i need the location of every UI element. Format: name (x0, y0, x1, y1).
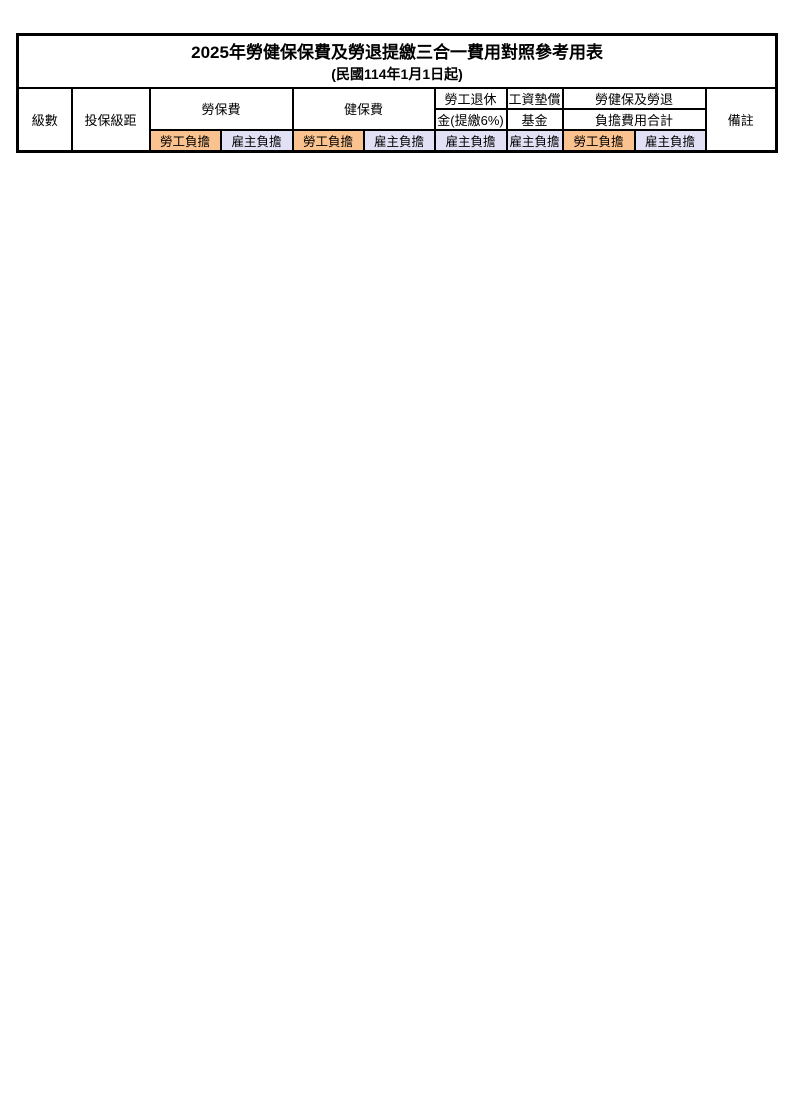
col-header-total-line2: 負擔費用合計 (561, 107, 707, 131)
title-cell: 2025年勞健保保費及勞退提繳三合一費用對照參考用表 (民國114年1月1日起) (16, 33, 778, 89)
col-header-health-insurance: 健保費 (291, 86, 436, 131)
col-header-pension-line1: 勞工退休 (433, 86, 508, 110)
fee-table: 2025年勞健保保費及勞退提繳三合一費用對照參考用表 (民國114年1月1日起)… (16, 33, 779, 153)
col-header-remark: 備註 (704, 86, 778, 152)
subheader-health-employer: 雇主負擔 (362, 128, 436, 152)
header-row-2: 金(提繳6%) 基金 負擔費用合計 (18, 107, 777, 131)
title-row: 2025年勞健保保費及勞退提繳三合一費用對照參考用表 (民國114年1月1日起) (16, 33, 778, 89)
subheader-health-employee: 勞工負擔 (291, 128, 365, 152)
col-header-bracket: 投保級距 (70, 86, 151, 152)
col-header-labor-insurance: 勞保費 (148, 86, 294, 131)
subheader-wage-fund-employer: 雇主負擔 (505, 128, 564, 152)
header-row-1: 級數 投保級距 勞保費 健保費 勞工退休 工資墊償 勞健保及勞退 備註 (16, 86, 778, 152)
page-title: 2025年勞健保保費及勞退提繳三合一費用對照參考用表 (191, 43, 603, 63)
page-subtitle: (民國114年1月1日起) (331, 65, 463, 82)
col-header-level: 級數 (16, 86, 73, 152)
subheader-total-employer: 雇主負擔 (633, 128, 707, 152)
subheader-pension-employer: 雇主負擔 (433, 128, 508, 152)
header-row-3: 勞工負擔 雇主負擔 勞工負擔 雇主負擔 雇主負擔 雇主負擔 勞工負擔 雇主負擔 (18, 128, 777, 152)
col-header-pension-line2: 金(提繳6%) (433, 107, 508, 131)
fee-reference-sheet: 2025年勞健保保費及勞退提繳三合一費用對照參考用表 (民國114年1月1日起)… (16, 33, 779, 153)
subheader-labor-employer: 雇主負擔 (219, 128, 294, 152)
col-header-wage-fund-line2: 基金 (505, 107, 564, 131)
col-header-total-line1: 勞健保及勞退 (561, 86, 707, 110)
col-header-wage-fund-line1: 工資墊償 (505, 86, 564, 110)
subheader-total-employee: 勞工負擔 (561, 128, 636, 152)
subheader-labor-employee: 勞工負擔 (148, 128, 222, 152)
